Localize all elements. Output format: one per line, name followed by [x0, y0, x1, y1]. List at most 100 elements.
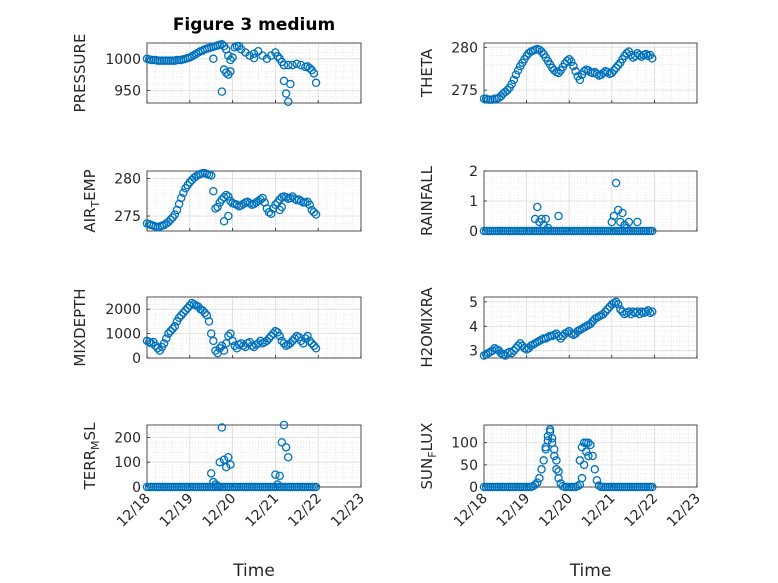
- figure-title: Figure 3 medium: [173, 15, 335, 35]
- data-point: [543, 223, 553, 233]
- data-point: [541, 214, 551, 224]
- x-axis-label: Time: [569, 561, 612, 581]
- data-point: [273, 52, 282, 61]
- data-point: [507, 348, 516, 358]
- data-point: [509, 75, 519, 85]
- data-point: [266, 331, 276, 341]
- axes-box: [483, 296, 698, 359]
- y-tick-label: 100: [451, 436, 478, 452]
- data-point: [159, 339, 169, 348]
- data-point: [581, 438, 591, 447]
- data-point: [588, 451, 597, 461]
- y-tick-label: 0: [132, 351, 141, 367]
- data-point: [170, 210, 180, 219]
- data-point: [503, 85, 512, 95]
- data-point: [535, 45, 544, 55]
- y-axis-label: THETA: [418, 48, 436, 98]
- data-point: [611, 178, 621, 188]
- y-tick-label: 2: [469, 164, 478, 180]
- subplot-h2omixra: 3 4 5 H2OMIXRA: [418, 287, 698, 368]
- data-point: [554, 467, 563, 476]
- data-point: [288, 60, 297, 70]
- data-point: [556, 334, 565, 343]
- data-point: [545, 425, 555, 434]
- data-point: [219, 346, 229, 355]
- data-point: [185, 177, 195, 187]
- y-tick-label: 1: [469, 194, 478, 210]
- data-point: [581, 447, 591, 456]
- data-point: [279, 60, 289, 70]
- data-point: [554, 211, 563, 221]
- data-point: [609, 66, 619, 75]
- data-point: [245, 51, 254, 60]
- data-point: [537, 47, 546, 56]
- data-point: [613, 61, 623, 70]
- data-point: [228, 336, 237, 346]
- data-point: [554, 68, 563, 78]
- data-point: [279, 339, 289, 348]
- data-point: [217, 87, 227, 96]
- data-point: [217, 40, 227, 49]
- data-point: [206, 329, 216, 338]
- data-point: [515, 339, 525, 348]
- data-point: [624, 217, 634, 227]
- y-tick-label: 0: [469, 480, 478, 496]
- data-point: [266, 209, 276, 218]
- data-point: [209, 336, 218, 346]
- data-point: [509, 346, 519, 355]
- data-point: [277, 202, 287, 212]
- data-point: [550, 445, 559, 454]
- data-point: [183, 303, 192, 313]
- data-point: [213, 481, 222, 491]
- data-point: [643, 306, 653, 315]
- subplot-mixdepth: 0 1000 2000 MIXDEPTH: [71, 288, 362, 367]
- data-point: [311, 210, 321, 219]
- data-point: [541, 442, 551, 452]
- data-point: [599, 309, 608, 319]
- x-tick-label: 12/19: [494, 491, 534, 531]
- data-point: [547, 63, 557, 73]
- data-point: [209, 54, 218, 64]
- data-point: [524, 49, 533, 58]
- y-tick-label: 1000: [105, 52, 141, 68]
- data-point: [311, 343, 321, 353]
- data-point: [281, 192, 291, 202]
- axes-box: [146, 296, 362, 359]
- data-point: [309, 207, 319, 217]
- data-point: [575, 75, 585, 85]
- data-point: [311, 78, 321, 88]
- data-point: [271, 470, 280, 479]
- data-point: [228, 53, 237, 62]
- data-point: [590, 465, 600, 474]
- data-point: [224, 211, 233, 221]
- data-point: [206, 171, 216, 180]
- data-point: [552, 465, 561, 474]
- data-point: [211, 346, 220, 355]
- axes-box: [146, 424, 362, 488]
- data-point: [311, 482, 321, 492]
- data-point: [584, 451, 593, 461]
- data-point: [301, 334, 310, 343]
- data-point: [530, 480, 540, 490]
- data-point: [309, 341, 319, 351]
- data-point: [522, 51, 531, 61]
- data-point: [179, 188, 188, 197]
- y-tick-label: 5: [469, 295, 478, 311]
- data-point: [488, 346, 497, 355]
- data-point: [611, 297, 621, 307]
- y-tick-label: 1000: [105, 327, 141, 343]
- data-point: [164, 329, 173, 338]
- data-point: [239, 199, 248, 209]
- data-point: [226, 67, 235, 76]
- x-tick-label: 12/18: [114, 491, 154, 531]
- data-point: [567, 57, 576, 67]
- data-point: [286, 79, 295, 89]
- data-point: [254, 46, 263, 56]
- subplot-air: 275 280 AIRTEMP: [81, 168, 362, 233]
- subplot-terr: 0 100 200 TERRMSL 12/18 12/19 12/20 12/21 12/22 1…: [81, 420, 368, 581]
- x-tick-label: 12/21: [242, 491, 282, 531]
- x-tick-label: 12/23: [328, 491, 368, 531]
- y-tick-label: 50: [460, 458, 478, 474]
- data-point: [586, 319, 595, 329]
- y-tick-label: 950: [114, 83, 141, 99]
